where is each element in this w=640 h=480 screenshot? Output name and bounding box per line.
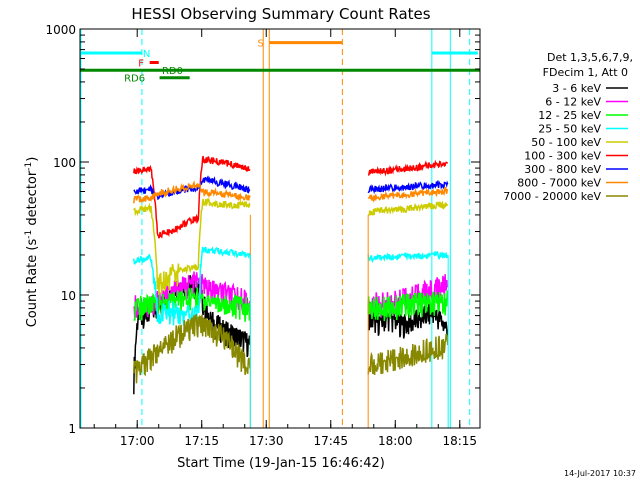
series-4-trace-0 — [133, 197, 251, 295]
legend-label-6: 300 - 800 keV — [524, 163, 601, 176]
flag-label-f: F — [138, 58, 144, 69]
legend-label-7: 800 - 7000 keV — [517, 177, 601, 190]
series-7-trace-1 — [367, 186, 449, 203]
flag-label-rd0: RD0 — [162, 66, 183, 77]
y-tick-label-2: 100 — [53, 156, 76, 170]
legend-header-1: Det 1,3,5,6,7,9, — [547, 51, 633, 64]
flag-label-n: N — [143, 49, 150, 60]
flag-label-s: S — [257, 39, 263, 50]
ylabel-main: Count Rate (s — [25, 239, 40, 328]
ylabel-mid: detector — [25, 170, 40, 230]
x-tick-label-1: 17:15 — [184, 434, 219, 448]
x-tick-label-2: 17:30 — [249, 434, 284, 448]
y-tick-label-0: 1 — [68, 422, 76, 436]
svg-text:Count Rate (s-1 detector-1): Count Rate (s-1 detector-1) — [24, 157, 40, 328]
plot-frame — [79, 28, 481, 429]
y-tick-label-3: 1000 — [45, 23, 76, 37]
series-8-trace-0 — [133, 313, 251, 384]
y-axis-label: Count Rate (s-1 detector-1) — [24, 157, 40, 328]
series-2-trace-0 — [133, 287, 251, 322]
ylabel-sup1: -1 — [24, 230, 34, 239]
y-tick-label-1: 10 — [61, 289, 76, 303]
ylabel-end: ) — [25, 157, 40, 162]
flag-label-rd6: RD6 — [124, 74, 145, 85]
ylabel-sup2: -1 — [24, 162, 34, 171]
legend-header-2: FDecim 1, Att 0 — [543, 66, 628, 79]
series-6-trace-1 — [367, 179, 449, 195]
legend-label-5: 100 - 300 keV — [524, 150, 601, 163]
legend: Det 1,3,5,6,7,9, FDecim 1, Att 0 3 - 6 k… — [503, 51, 633, 203]
chart-title: HESSI Observing Summary Count Rates — [131, 5, 430, 23]
x-axis-label: Start Time (19-Jan-15 16:46:42) — [177, 456, 385, 471]
legend-label-3: 25 - 50 keV — [538, 123, 601, 136]
series-3-trace-1 — [367, 250, 449, 263]
footer-date: 14-Jul-2017 10:37 — [564, 469, 636, 478]
x-tick-label-5: 18:15 — [442, 434, 477, 448]
series-7-trace-0 — [133, 180, 251, 204]
y-axis-ticks: 1 10 100 1000 — [45, 23, 480, 436]
x-tick-label-3: 17:45 — [313, 434, 348, 448]
legend-label-0: 3 - 6 keV — [552, 82, 601, 95]
x-tick-label-0: 17:00 — [120, 434, 155, 448]
legend-label-4: 50 - 100 keV — [531, 136, 601, 149]
series-2-trace-1 — [367, 290, 449, 322]
x-axis-ticks: 17:00 17:15 17:30 17:45 18:00 18:15 — [93, 29, 477, 448]
plot-area: N S F RD0 RD6 — [80, 29, 480, 428]
x-tick-label-4: 18:00 — [378, 434, 413, 448]
series-5-trace-0 — [133, 155, 251, 239]
series-4-trace-1 — [368, 200, 449, 216]
series-3-trace-0 — [133, 246, 251, 330]
series-5-trace-1 — [367, 159, 449, 177]
legend-label-2: 12 - 25 keV — [538, 109, 601, 122]
legend-label-1: 6 - 12 keV — [545, 96, 601, 109]
series-8-trace-1 — [367, 333, 449, 376]
legend-label-8: 7000 - 20000 keV — [503, 190, 601, 203]
